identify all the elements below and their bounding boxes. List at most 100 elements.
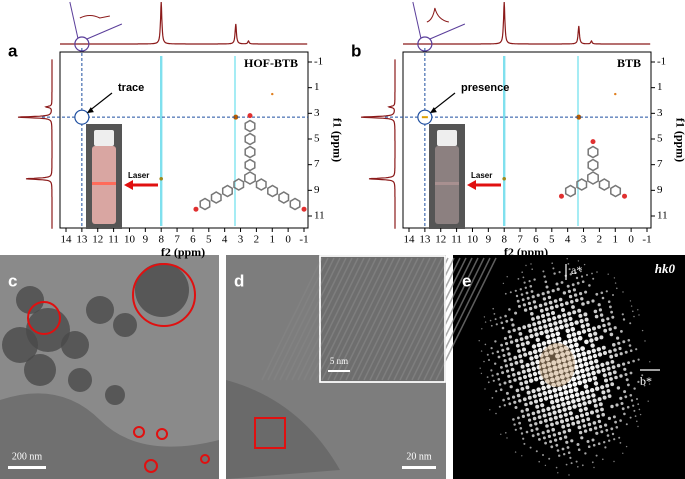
y-tick-label: -1 xyxy=(657,56,666,68)
diffraction-spot xyxy=(544,464,547,467)
diffraction-spot xyxy=(552,410,557,415)
diffraction-spot xyxy=(532,371,538,377)
cyan-trace xyxy=(503,56,506,226)
diffraction-spot xyxy=(600,430,604,434)
diffraction-spot xyxy=(519,337,524,341)
diffraction-spot xyxy=(546,384,551,389)
diffraction-spot xyxy=(648,383,651,385)
diffraction-spot xyxy=(535,427,539,431)
diffraction-spot xyxy=(547,412,552,417)
diffraction-spot xyxy=(530,263,532,265)
diffraction-spot xyxy=(572,404,577,409)
diffraction-spot xyxy=(539,420,543,425)
diffraction-spot xyxy=(596,414,600,419)
diffraction-spot xyxy=(498,383,502,386)
diffraction-spot xyxy=(591,461,594,464)
diffraction-spot xyxy=(551,405,556,410)
diffraction-spot xyxy=(514,289,517,292)
diffraction-spot xyxy=(636,398,638,400)
diffraction-spot xyxy=(524,286,527,289)
diffraction-spot xyxy=(536,387,541,392)
vial-cap xyxy=(94,130,114,146)
oxygen xyxy=(622,193,628,199)
diffraction-spot xyxy=(577,402,582,408)
diffraction-spot xyxy=(591,438,595,442)
diffraction-spot xyxy=(557,472,559,474)
diffraction-spot xyxy=(557,409,562,414)
diffraction-spot xyxy=(636,420,638,423)
diffraction-spot xyxy=(584,290,588,294)
diffraction-spot xyxy=(515,343,520,348)
annotation-arrow xyxy=(431,92,456,112)
diffraction-spot xyxy=(536,432,540,436)
x-tick-label: 11 xyxy=(108,234,119,246)
diffraction-spot xyxy=(564,301,569,306)
diffraction-spot xyxy=(570,327,576,332)
x-tick-label: 2 xyxy=(597,234,603,246)
diffraction-spot xyxy=(565,463,568,466)
diffraction-spot xyxy=(599,313,604,317)
diffraction-spot xyxy=(579,319,584,324)
diffraction-spot xyxy=(628,344,632,347)
diffraction-spot xyxy=(528,418,532,422)
diffraction-spot xyxy=(617,341,621,345)
diffraction-spot xyxy=(545,285,549,289)
lattice-fringe xyxy=(339,257,401,381)
x-tick-label: 12 xyxy=(92,234,103,246)
nanoparticle xyxy=(68,368,92,392)
diffraction-spot xyxy=(536,342,542,348)
diffraction-spot xyxy=(533,327,538,332)
diffraction-spot xyxy=(502,398,505,402)
diffraction-spot xyxy=(592,376,598,381)
ring xyxy=(587,171,599,185)
diffraction-spot xyxy=(548,417,553,422)
diffraction-spot xyxy=(612,343,616,347)
diffraction-spot xyxy=(520,364,525,369)
diffraction-spot xyxy=(530,312,534,316)
diffraction-spot xyxy=(610,427,614,431)
laser-arrow-head xyxy=(124,180,133,190)
diffraction-spot xyxy=(510,318,514,322)
diffraction-spot xyxy=(561,424,566,429)
diffraction-spot xyxy=(583,406,588,411)
diffraction-spot xyxy=(497,378,501,381)
highlight-circle xyxy=(132,263,196,327)
diffraction-spot xyxy=(499,388,503,392)
diffraction-spot xyxy=(591,272,593,275)
diffraction-spot xyxy=(551,289,555,293)
diffraction-spot xyxy=(600,407,604,412)
arrow-head xyxy=(86,107,94,114)
diffraction-spot xyxy=(535,450,538,453)
diffraction-spot xyxy=(542,297,547,301)
diffraction-spot xyxy=(590,343,595,348)
diffraction-spot xyxy=(586,274,588,276)
diffraction-spot xyxy=(487,381,490,384)
diffraction-spot xyxy=(592,443,596,447)
diffraction-spot xyxy=(542,413,547,418)
lattice-fringe xyxy=(423,257,485,381)
diffraction-spot xyxy=(541,314,545,318)
ring xyxy=(587,145,599,159)
diffraction-spot xyxy=(538,397,544,403)
diffraction-spot xyxy=(544,280,548,284)
diffraction-spot xyxy=(604,423,608,427)
lattice-fringe xyxy=(405,257,467,381)
diffraction-spot xyxy=(531,268,533,271)
diffraction-spot xyxy=(484,321,487,323)
lattice-fringe xyxy=(327,257,389,381)
x-tick-label: 4 xyxy=(565,234,571,246)
diffraction-spot xyxy=(592,277,595,280)
inset-scale-bar xyxy=(328,370,350,372)
x-tick-label: 10 xyxy=(467,234,479,246)
marker-circle xyxy=(74,109,90,125)
diffraction-spot xyxy=(509,362,514,367)
y-tick-label: 3 xyxy=(657,107,663,119)
diffraction-spot xyxy=(531,344,537,349)
cross-peak xyxy=(614,92,617,96)
diffraction-spot xyxy=(613,460,615,463)
diffraction-spot xyxy=(625,423,628,426)
diffraction-spot xyxy=(595,386,600,391)
diffraction-spot xyxy=(572,337,578,343)
left-spectrum xyxy=(17,59,53,229)
diffraction-spot xyxy=(538,325,543,330)
